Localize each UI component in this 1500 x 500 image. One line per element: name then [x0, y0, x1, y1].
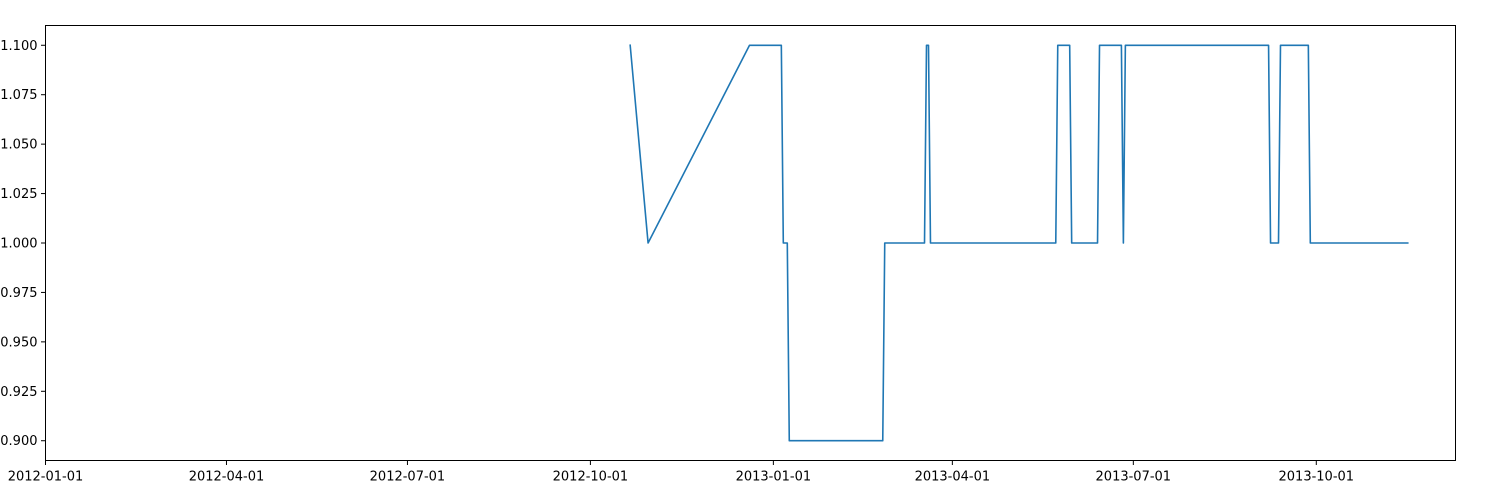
- y-tick-label: 1.000: [0, 237, 37, 252]
- y-tick-label: 0.900: [0, 434, 37, 449]
- x-tick-label: 2013-10-01: [1279, 470, 1355, 485]
- y-tick-label: 1.050: [0, 138, 37, 153]
- y-tick-label: 0.925: [0, 385, 37, 400]
- x-tick-label: 2012-07-01: [370, 470, 446, 485]
- y-tick-label: 1.075: [0, 88, 37, 103]
- x-tick-label: 2012-04-01: [189, 470, 265, 485]
- y-tick-label: 0.975: [0, 286, 37, 301]
- y-tick-label: 1.025: [0, 187, 37, 202]
- axes-frame: [45, 25, 1456, 461]
- x-axis: 2012-01-01 2012-04-01 2012-07-01 2012-10-01…: [8, 460, 1355, 485]
- series-line: [629, 44, 1409, 442]
- x-tick-label: 2013-01-01: [736, 470, 812, 485]
- y-tick-label: 1.100: [0, 39, 37, 54]
- y-tick-label: 0.950: [0, 335, 37, 350]
- y-axis: 0.900 0.925 0.950 0.975 1.000 1.025 1.050 1.075…: [0, 39, 46, 449]
- x-tick-label: 2013-04-01: [915, 470, 991, 485]
- x-tick-label: 2012-01-01: [8, 470, 84, 485]
- x-tick-label: 2013-07-01: [1096, 470, 1172, 485]
- plot-area: [629, 44, 1409, 442]
- x-tick-label: 2012-10-01: [553, 470, 629, 485]
